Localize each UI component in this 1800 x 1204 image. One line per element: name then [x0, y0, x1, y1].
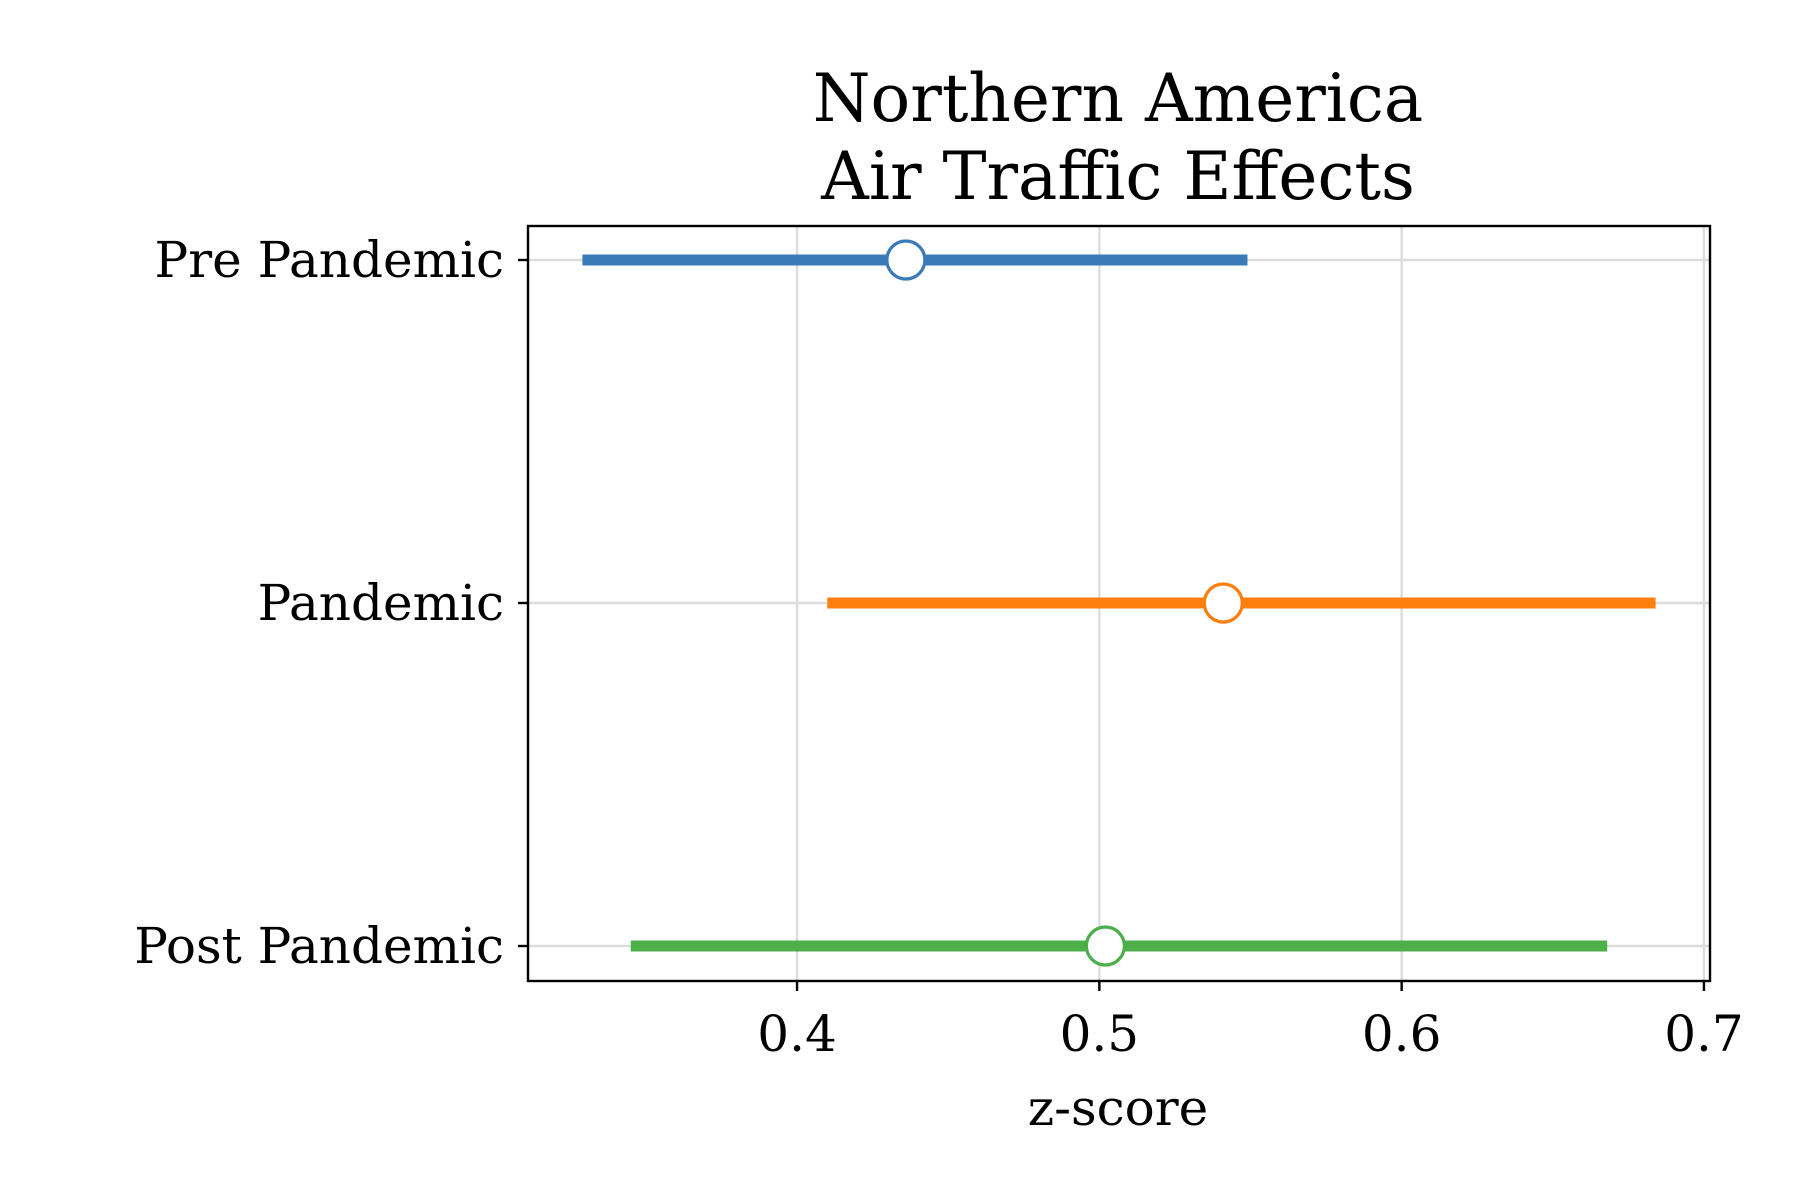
x-tick-label: 0.5 [1060, 1005, 1140, 1063]
y-tick-label: Pre Pandemic [155, 231, 504, 289]
y-tick-label: Post Pandemic [134, 917, 504, 975]
y-tick-label: Pandemic [258, 574, 504, 632]
x-tick-label: 0.4 [757, 1005, 837, 1063]
x-tick-label: 0.7 [1664, 1005, 1744, 1063]
x-axis-label: z-score [1028, 1079, 1209, 1137]
y-axis-ticks: Pre Pandemic Pandemic Post Pandemic [134, 231, 528, 975]
x-tick-label: 0.6 [1362, 1005, 1442, 1063]
chart-title-line-2: Air Traffic Effects [820, 138, 1415, 215]
estimate-points [885, 239, 1244, 967]
chart-title-line-1: Northern America [813, 60, 1423, 137]
point-estimate-marker [1084, 925, 1126, 967]
point-estimate-marker [885, 239, 927, 281]
x-axis-ticks: 0.4 0.5 0.6 0.7 [757, 981, 1744, 1063]
point-estimate-marker [1202, 582, 1244, 624]
